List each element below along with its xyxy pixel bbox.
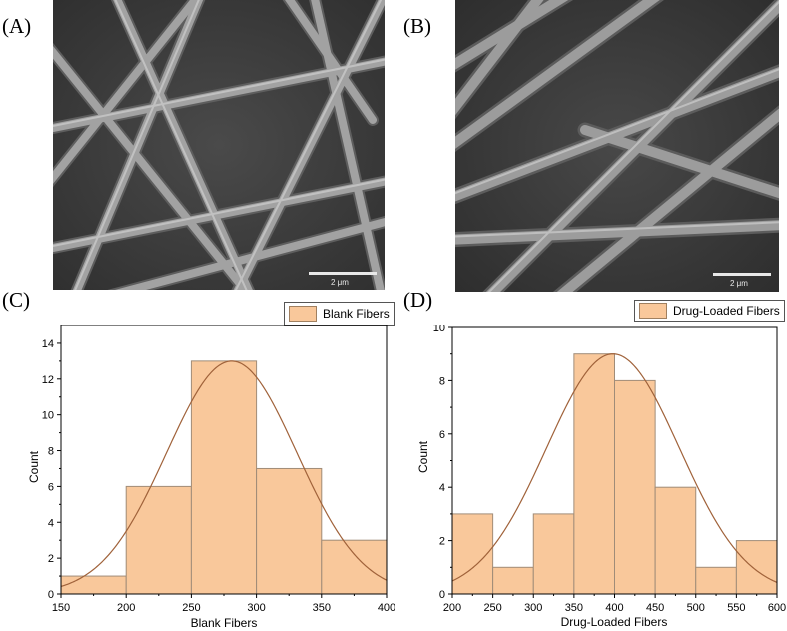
chart-d-ytick-label-2: 4 [439,482,445,494]
chart-d-xtick-label-0: 200 [443,602,461,614]
chart-d-ylabel: Count [416,440,430,473]
chart-c-bar-0 [60,575,127,595]
chart-d-ytick-label-3: 6 [439,429,445,441]
chart-c-bar-1 [125,485,192,595]
scale-bar-a [309,272,377,275]
scale-text-a: 2 μm [331,278,349,287]
chart-c-bar-2 [190,360,258,595]
chart-d-ytick-label-4: 8 [439,375,445,387]
chart-c-xtick-label-0: 150 [52,602,70,614]
chart-d-bar-3 [573,353,615,595]
histogram-blank-fibers: 150 200 250 300 350 400 0 2 4 6 8 10 12 14 Blank Fibe… [27,325,395,630]
chart-d-ytick-label-0: 0 [439,589,445,601]
legend-c: Blank Fibers [284,302,395,326]
chart-c-fit-curve [60,360,388,588]
sem-fibers-b [455,0,779,292]
chart-d-bar-4 [614,379,656,595]
panel-label-a: (A) [2,14,32,38]
panel-label-c: (C) [2,288,30,312]
chart-c-ylabel: Count [27,450,41,483]
chart-d-xtick-label-4: 400 [605,602,623,614]
chart-d-xtick-label-5: 450 [646,602,664,614]
chart-d-bar-1 [492,566,534,595]
chart-c-xtick-label-2: 250 [182,602,200,614]
chart-c-xtick-label-1: 200 [117,602,135,614]
chart-c-plot: 150 200 250 300 350 400 0 2 4 6 8 10 12 14 [42,325,395,614]
chart-c-ytick-label-6: 12 [42,374,54,386]
chart-d-bar-2 [532,513,575,595]
chart-d-bar-0 [451,513,494,595]
legend-label-d: Drug-Loaded Fibers [673,304,780,318]
legend-d: Drug-Loaded Fibers [634,300,785,322]
legend-swatch-c [289,306,317,322]
chart-d-xtick-label-3: 350 [565,602,583,614]
chart-d-bar-7 [735,540,778,595]
chart-c-ytick-label-1: 2 [48,553,54,565]
chart-d-xtick-label-7: 550 [727,602,745,614]
chart-c-ytick-label-0: 0 [48,589,54,601]
panel-label-d: (D) [403,288,433,312]
legend-swatch-d [639,303,667,319]
scale-bar-b [713,273,771,276]
chart-d-xtick-label-6: 500 [687,602,705,614]
chart-c-xtick-label-5: 400 [378,602,395,614]
chart-c-bar-3 [256,467,323,595]
scale-text-b: 2 μm [730,279,748,288]
chart-c-xtick-label-3: 300 [247,602,265,614]
chart-c-bar-4 [321,539,388,595]
chart-d-bar-5 [654,486,697,595]
chart-c-xlabel: Blank Fibers [191,616,258,630]
histogram-drug-loaded-fibers: 200 250 300 350 400 450 500 550 600 0 2 4 6 8 10 Drug-… [416,325,786,629]
chart-d-ytick-label-5: 10 [433,325,445,334]
chart-d-ytick-label-1: 2 [439,536,445,548]
chart-c-xtick-label-4: 350 [313,602,331,614]
chart-c-ytick-label-5: 10 [42,410,54,422]
sem-image-drug-loaded-fibers: 2 μm [455,0,779,292]
chart-d-xlabel: Drug-Loaded Fibers [561,615,668,629]
chart-d-xtick-label-2: 300 [524,602,542,614]
chart-d-xtick-label-1: 250 [483,602,501,614]
sem-fibers-a [53,0,385,290]
chart-d-fit-curve [451,353,778,583]
chart-c-ytick-label-2: 4 [48,517,54,529]
chart-c-ytick-label-4: 8 [48,446,54,458]
sem-image-blank-fibers: 2 μm [53,0,385,290]
chart-c-ytick-label-3: 6 [48,481,54,493]
chart-d-bar-6 [695,566,737,595]
legend-label-c: Blank Fibers [323,307,390,321]
chart-d-plot: 200 250 300 350 400 450 500 550 600 0 2 4 6 8 10 [433,325,786,614]
chart-d-xtick-label-8: 600 [768,602,786,614]
panel-label-b: (B) [403,14,431,38]
chart-c-ytick-label-7: 14 [42,338,54,350]
